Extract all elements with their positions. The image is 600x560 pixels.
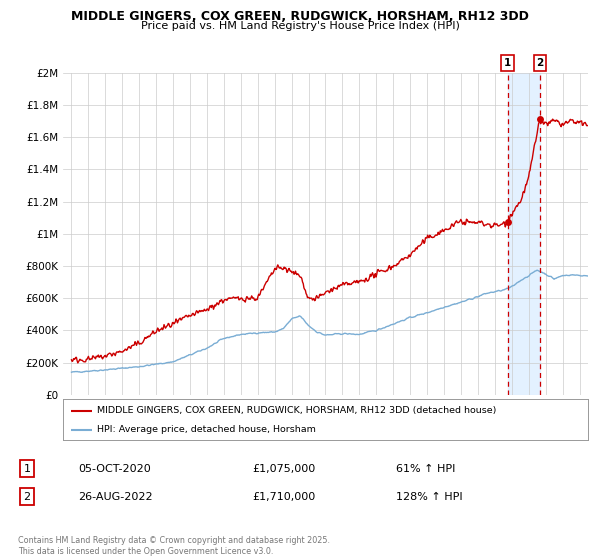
Text: Contains HM Land Registry data © Crown copyright and database right 2025.
This d: Contains HM Land Registry data © Crown c…	[18, 536, 330, 556]
Text: 05-OCT-2020: 05-OCT-2020	[78, 464, 151, 474]
Text: MIDDLE GINGERS, COX GREEN, RUDGWICK, HORSHAM, RH12 3DD: MIDDLE GINGERS, COX GREEN, RUDGWICK, HOR…	[71, 10, 529, 22]
Text: 26-AUG-2022: 26-AUG-2022	[78, 492, 152, 502]
Text: £1,710,000: £1,710,000	[252, 492, 315, 502]
Bar	[508, 73, 540, 395]
Text: 2: 2	[23, 492, 31, 502]
Text: 1: 1	[23, 464, 31, 474]
Text: HPI: Average price, detached house, Horsham: HPI: Average price, detached house, Hors…	[97, 425, 316, 434]
Text: 61% ↑ HPI: 61% ↑ HPI	[396, 464, 455, 474]
Text: MIDDLE GINGERS, COX GREEN, RUDGWICK, HORSHAM, RH12 3DD (detached house): MIDDLE GINGERS, COX GREEN, RUDGWICK, HOR…	[97, 406, 497, 415]
Text: 2: 2	[536, 58, 544, 68]
Text: 1: 1	[504, 58, 511, 68]
Text: 128% ↑ HPI: 128% ↑ HPI	[396, 492, 463, 502]
Text: £1,075,000: £1,075,000	[252, 464, 315, 474]
Text: Price paid vs. HM Land Registry's House Price Index (HPI): Price paid vs. HM Land Registry's House …	[140, 21, 460, 31]
